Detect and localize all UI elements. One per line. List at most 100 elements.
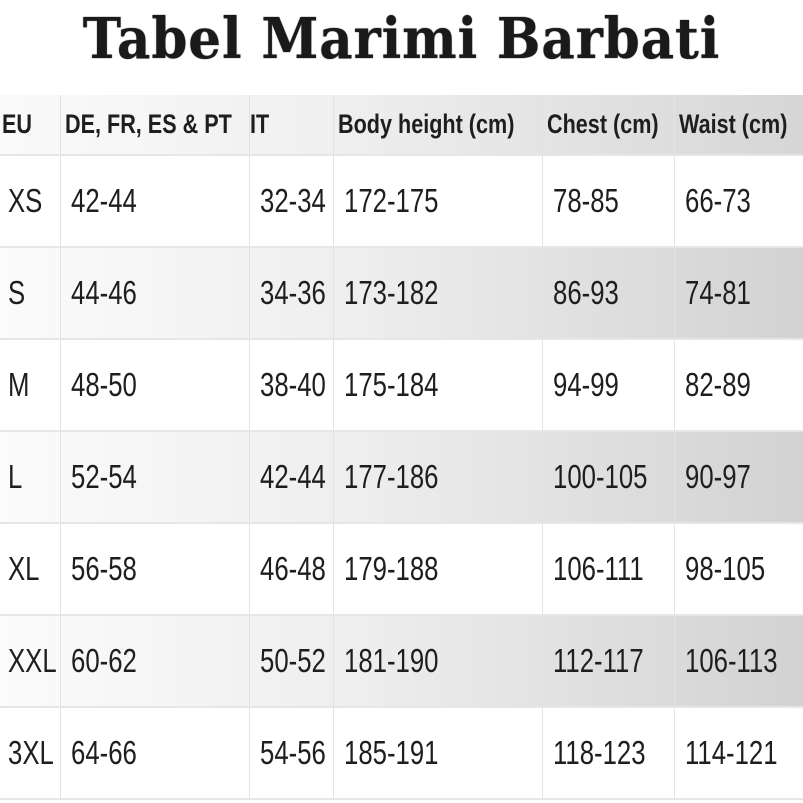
cell-eu: 3XL — [0, 707, 60, 799]
cell-value: 3XL — [8, 734, 54, 771]
cell-value: 177-186 — [343, 458, 438, 495]
cell-body-height: 177-186 — [332, 431, 542, 523]
cell-value: 56-58 — [70, 550, 137, 587]
cell-body-height: 185-191 — [332, 707, 542, 799]
cell-body-height: 179-188 — [332, 523, 542, 615]
cell-value: 114-121 — [684, 734, 778, 771]
cell-value: 112-117 — [552, 642, 644, 679]
cell-de-fr-es-pt: 64-66 — [59, 707, 249, 799]
cell-value: 64-66 — [70, 734, 137, 771]
cell-value: 98-105 — [684, 550, 765, 587]
column-header-body-height: Body height (cm) — [332, 95, 542, 155]
column-header-waist: Waist (cm) — [673, 95, 803, 155]
cell-eu: S — [0, 247, 60, 339]
cell-value: 106-111 — [552, 550, 644, 587]
cell-waist: 74-81 — [673, 247, 803, 339]
header-label: IT — [249, 109, 269, 139]
cell-value: 44-46 — [70, 274, 137, 311]
column-header-de-fr-es-pt: DE, FR, ES & PT — [59, 95, 249, 155]
cell-value: 179-188 — [343, 550, 438, 587]
cell-it: 32-34 — [248, 155, 333, 247]
cell-value: 181-190 — [343, 642, 438, 679]
header-label: EU — [2, 109, 33, 139]
cell-waist: 66-73 — [673, 155, 803, 247]
cell-value: 66-73 — [684, 182, 751, 219]
cell-eu: XL — [0, 523, 60, 615]
cell-it: 38-40 — [248, 339, 333, 431]
cell-waist: 106-113 — [673, 615, 803, 707]
table-row: S 44-46 34-36 173-182 86-93 74-81 — [0, 247, 803, 339]
cell-de-fr-es-pt: 48-50 — [59, 339, 249, 431]
cell-value: 38-40 — [259, 366, 326, 403]
cell-de-fr-es-pt: 56-58 — [59, 523, 249, 615]
cell-de-fr-es-pt: 42-44 — [59, 155, 249, 247]
table-row: L 52-54 42-44 177-186 100-105 90-97 — [0, 431, 803, 523]
cell-it: 50-52 — [248, 615, 333, 707]
cell-value: 74-81 — [684, 274, 751, 311]
cell-value: 94-99 — [552, 366, 619, 403]
cell-value: 60-62 — [70, 642, 137, 679]
cell-value: 52-54 — [70, 458, 137, 495]
cell-value: 106-113 — [684, 642, 778, 679]
cell-eu: L — [0, 431, 60, 523]
cell-eu: XS — [0, 155, 60, 247]
page-title: Tabel Marimi Barbati — [82, 6, 721, 72]
cell-value: 172-175 — [343, 182, 438, 219]
cell-value: S — [8, 274, 26, 311]
cell-it: 34-36 — [248, 247, 333, 339]
cell-value: 34-36 — [259, 274, 326, 311]
header-label: Waist (cm) — [678, 109, 787, 139]
cell-value: 100-105 — [552, 458, 647, 495]
cell-waist: 114-121 — [673, 707, 803, 799]
cell-waist: 98-105 — [673, 523, 803, 615]
cell-value: L — [8, 458, 23, 495]
cell-value: XL — [8, 550, 40, 587]
cell-value: 50-52 — [259, 642, 326, 679]
size-chart-table: EU DE, FR, ES & PT IT Body height (cm) Chest… — [0, 95, 803, 800]
cell-eu: M — [0, 339, 60, 431]
cell-body-height: 181-190 — [332, 615, 542, 707]
cell-waist: 90-97 — [673, 431, 803, 523]
column-header-it: IT — [248, 95, 333, 155]
column-header-eu: EU — [0, 95, 60, 155]
cell-value: M — [8, 366, 30, 403]
cell-chest: 106-111 — [541, 523, 674, 615]
cell-value: 46-48 — [259, 550, 326, 587]
cell-value: 86-93 — [552, 274, 619, 311]
cell-value: XS — [8, 182, 43, 219]
cell-value: 82-89 — [684, 366, 751, 403]
cell-body-height: 172-175 — [332, 155, 542, 247]
cell-value: 42-44 — [259, 458, 326, 495]
cell-value: 173-182 — [343, 274, 438, 311]
cell-it: 54-56 — [248, 707, 333, 799]
table-row: XS 42-44 32-34 172-175 78-85 66-73 — [0, 155, 803, 247]
header-label: DE, FR, ES & PT — [64, 109, 232, 139]
cell-waist: 82-89 — [673, 339, 803, 431]
cell-value: XXL — [8, 642, 57, 679]
table-row: XXL 60-62 50-52 181-190 112-117 106-113 — [0, 615, 803, 707]
header-label: Chest (cm) — [546, 109, 659, 139]
cell-it: 42-44 — [248, 431, 333, 523]
cell-body-height: 175-184 — [332, 339, 542, 431]
cell-chest: 94-99 — [541, 339, 674, 431]
cell-chest: 112-117 — [541, 615, 674, 707]
cell-it: 46-48 — [248, 523, 333, 615]
cell-body-height: 173-182 — [332, 247, 542, 339]
cell-value: 90-97 — [684, 458, 751, 495]
cell-eu: XXL — [0, 615, 60, 707]
cell-chest: 118-123 — [541, 707, 674, 799]
column-header-chest: Chest (cm) — [541, 95, 674, 155]
cell-value: 118-123 — [552, 734, 646, 771]
cell-value: 42-44 — [70, 182, 137, 219]
cell-de-fr-es-pt: 44-46 — [59, 247, 249, 339]
table-row: XL 56-58 46-48 179-188 106-111 98-105 — [0, 523, 803, 615]
cell-value: 175-184 — [343, 366, 438, 403]
cell-chest: 78-85 — [541, 155, 674, 247]
cell-chest: 86-93 — [541, 247, 674, 339]
cell-value: 32-34 — [259, 182, 326, 219]
cell-value: 78-85 — [552, 182, 619, 219]
table-row: M 48-50 38-40 175-184 94-99 82-89 — [0, 339, 803, 431]
cell-value: 48-50 — [70, 366, 137, 403]
cell-de-fr-es-pt: 60-62 — [59, 615, 249, 707]
table-row: 3XL 64-66 54-56 185-191 118-123 114-121 — [0, 707, 803, 799]
